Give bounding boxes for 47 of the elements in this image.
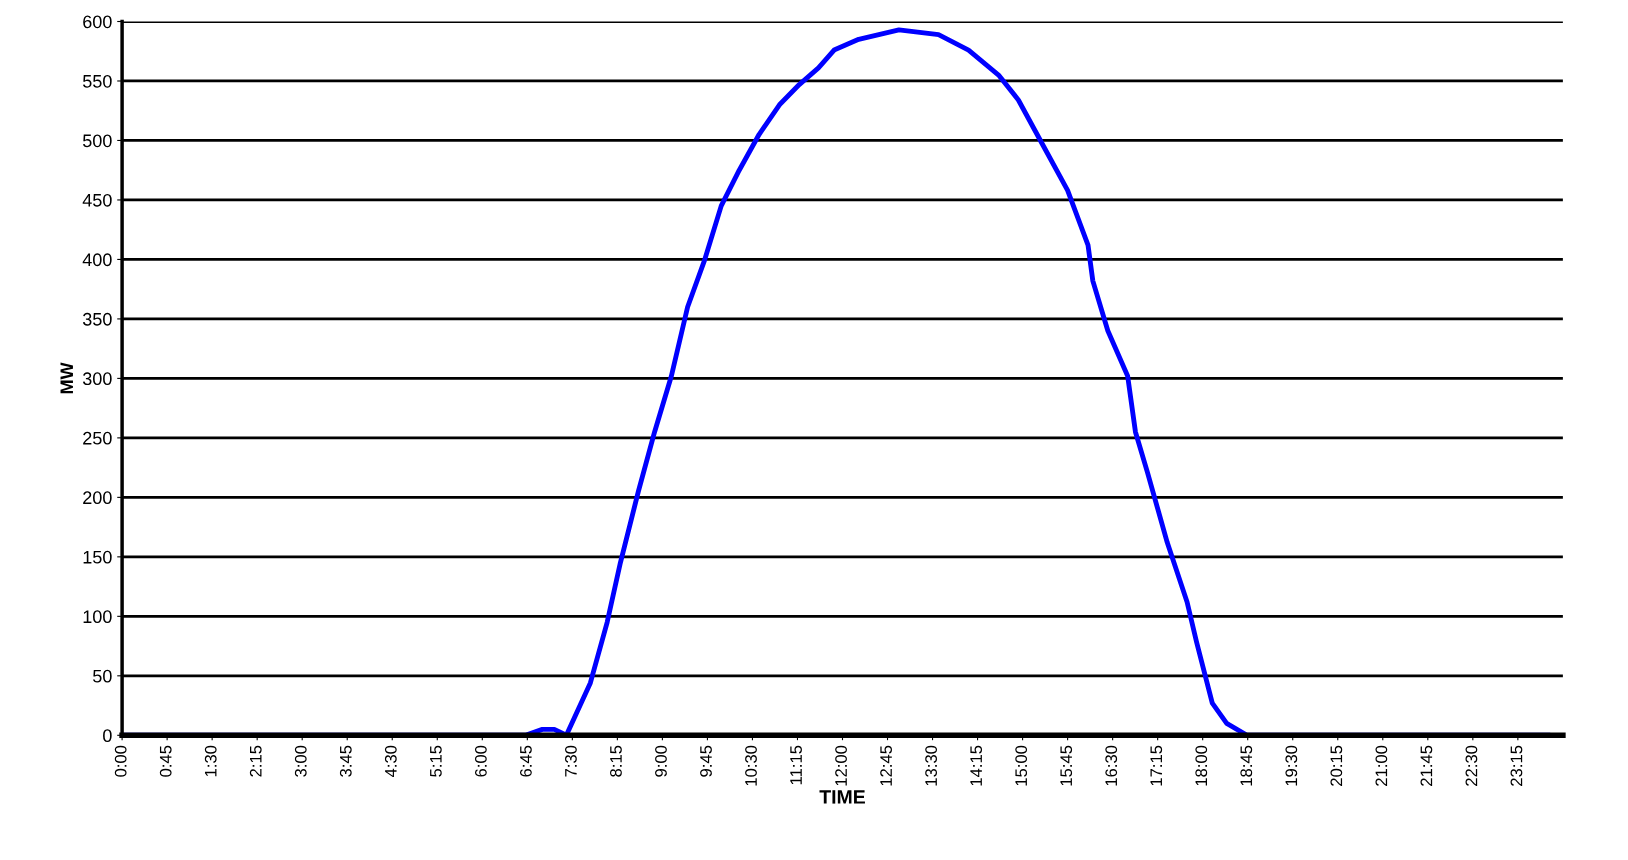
x-tick-label: 14:15 [970, 745, 983, 786]
x-tick-label: 6:00 [474, 745, 487, 777]
x-tick-label: 19:30 [1285, 745, 1298, 786]
y-tick-label: 150 [83, 550, 112, 564]
x-tick-label: 22:30 [1465, 745, 1478, 786]
y-tick-label: 350 [82, 312, 112, 326]
x-tick-label: 1:30 [204, 745, 217, 777]
y-tick-label: 300 [82, 372, 112, 386]
x-tick-label: 9:00 [655, 745, 667, 777]
x-tick-label: 3:00 [294, 745, 307, 777]
x-tick-label: 15:45 [1060, 745, 1073, 786]
x-tick-label: 18:00 [1195, 745, 1208, 786]
x-tick-label: 13:30 [925, 745, 938, 786]
x-tick-label: 10:30 [745, 745, 757, 786]
x-tick-label: 3:45 [339, 745, 352, 777]
y-tick-label: 450 [82, 193, 112, 207]
x-tick-label: 4:30 [384, 745, 397, 778]
x-tick-label: 2:15 [249, 745, 262, 777]
x-tick-label: 21:00 [1375, 745, 1388, 786]
y-tick-label: 500 [82, 134, 112, 148]
y-tick-label: 250 [83, 431, 112, 445]
x-axis-title: TIME [819, 790, 865, 804]
x-tick-label: 0:45 [159, 745, 172, 777]
y-axis-title: MW [60, 362, 73, 394]
x-tick-label: 8:15 [610, 745, 622, 777]
x-tick-label: 23:15 [1510, 745, 1523, 786]
x-tick-label: 20:15 [1330, 745, 1343, 786]
x-tick-label: 18:45 [1240, 745, 1253, 786]
x-tick-label: 6:45 [519, 745, 532, 777]
x-tick-label: 9:45 [700, 745, 712, 777]
x-tick-label: 12:00 [835, 745, 847, 786]
x-tick-label: 7:30 [565, 745, 577, 777]
x-tick-label: 11:15 [790, 745, 802, 785]
x-tick-label: 12:45 [880, 745, 892, 786]
y-tick-label: 100 [83, 610, 112, 624]
y-tick-label: 0 [103, 729, 112, 743]
y-tick-label: 400 [82, 253, 112, 267]
x-tick-label: 17:15 [1150, 745, 1163, 786]
y-tick-label: 50 [93, 669, 112, 683]
x-tick-label: 21:45 [1420, 745, 1433, 786]
x-tick-label: 15:00 [1015, 745, 1028, 786]
x-tick-label: 5:15 [430, 745, 442, 777]
x-tick-label: 0:00 [114, 745, 127, 777]
x-tick-label: 16:30 [1105, 745, 1118, 786]
y-tick-label: 200 [83, 491, 112, 505]
y-tick-label: 550 [82, 74, 112, 88]
y-tick-label: 600 [83, 15, 112, 29]
